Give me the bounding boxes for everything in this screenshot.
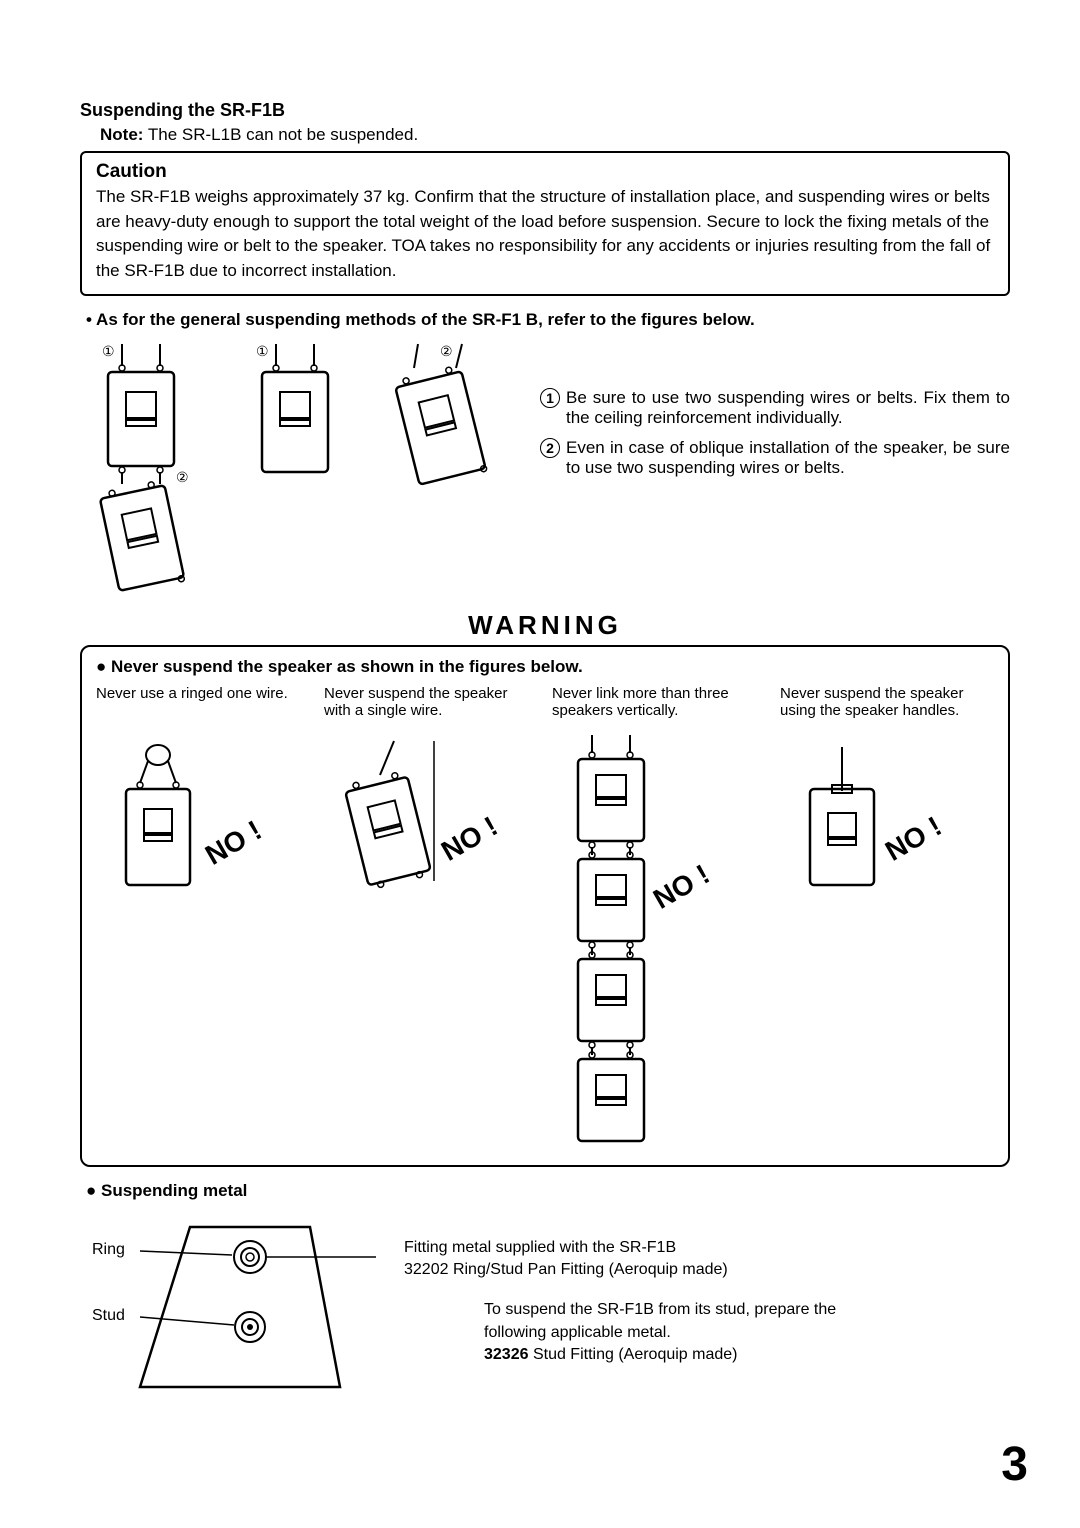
note-label: Note: <box>100 125 143 144</box>
figure-1: ① ② <box>80 338 220 598</box>
suspending-metal-title: ● Suspending metal <box>86 1181 1010 1201</box>
metal-line-3: To suspend the SR-F1B from its stud, pre… <box>484 1299 844 1344</box>
metal-part-num: 32326 <box>484 1346 529 1363</box>
svg-text:②: ② <box>176 469 189 485</box>
warning-grid: Never use a ringed one wire. NO ! <box>96 685 994 1151</box>
caution-box: Caution The SR-F1B weighs approximately … <box>80 151 1010 296</box>
figures-row: ① ② <box>80 338 1010 598</box>
svg-text:②: ② <box>440 343 453 359</box>
caution-body: The SR-F1B weighs approximately 37 kg. C… <box>96 185 994 284</box>
page-number: 3 <box>1001 1437 1028 1492</box>
metal-text: Fitting metal supplied with the SR-F1B 3… <box>404 1207 844 1367</box>
marker-1: 1 <box>540 388 560 408</box>
metal-line-4: 32326 Stud Fitting (Aeroquip made) <box>484 1344 844 1366</box>
instruction-1: 1 Be sure to use two suspending wires or… <box>540 388 1010 428</box>
warning-title: WARNING <box>80 610 1010 641</box>
figure-3: ② <box>370 338 520 498</box>
figure-2: ① <box>240 338 350 488</box>
page: Suspending the SR-F1B Note: The SR-L1B c… <box>0 0 1080 1528</box>
warning-headline: ● Never suspend the speaker as shown in … <box>96 657 994 677</box>
instruction-2-text: Even in case of oblique installation of … <box>566 438 1010 478</box>
ring-label: Ring <box>92 1241 125 1259</box>
metal-part-desc: Stud Fitting (Aeroquip made) <box>529 1346 738 1363</box>
warn-cell-3: Never link more than three speakers vert… <box>552 685 766 1151</box>
warn-cell-1: Never use a ringed one wire. NO ! <box>96 685 310 1151</box>
warn-cap-1: Never use a ringed one wire. <box>96 685 310 725</box>
warn-cap-4: Never suspend the speaker using the spea… <box>780 685 994 725</box>
marker-2: 2 <box>540 438 560 458</box>
instructions: 1 Be sure to use two suspending wires or… <box>540 338 1010 488</box>
note-text: The SR-L1B can not be suspended. <box>148 125 418 144</box>
instruction-2: 2 Even in case of oblique installation o… <box>540 438 1010 478</box>
instruction-1-text: Be sure to use two suspending wires or b… <box>566 388 1010 428</box>
section-title: Suspending the SR-F1B <box>80 100 1010 121</box>
metal-line-2: 32202 Ring/Stud Pan Fitting (Aeroquip ma… <box>404 1259 844 1281</box>
metal-figure: Ring Stud <box>80 1207 380 1407</box>
suspending-metal-row: Ring Stud Fitting metal supplied with th… <box>80 1207 1010 1407</box>
note-line: Note: The SR-L1B can not be suspended. <box>100 125 1010 145</box>
methods-intro: • As for the general suspending methods … <box>86 310 1010 330</box>
warn-cell-2: Never suspend the speaker with a single … <box>324 685 538 1151</box>
caution-title: Caution <box>96 161 994 183</box>
warn-cap-2: Never suspend the speaker with a single … <box>324 685 538 725</box>
warning-box: ● Never suspend the speaker as shown in … <box>80 645 1010 1167</box>
warn-cell-4: Never suspend the speaker using the spea… <box>780 685 994 1151</box>
svg-text:①: ① <box>256 343 269 359</box>
stud-label: Stud <box>92 1307 125 1325</box>
svg-text:①: ① <box>102 343 115 359</box>
warn-cap-3: Never link more than three speakers vert… <box>552 685 766 725</box>
metal-line-1: Fitting metal supplied with the SR-F1B <box>404 1237 844 1259</box>
